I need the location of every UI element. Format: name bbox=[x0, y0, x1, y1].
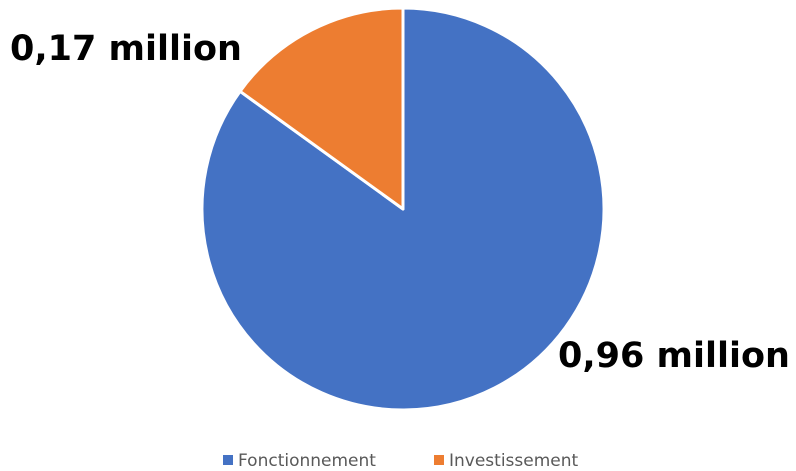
legend-label-investissement: Investissement bbox=[449, 451, 579, 471]
legend-swatch-fonctionnement bbox=[223, 455, 233, 465]
data-label-investissement: 0,17 million bbox=[10, 29, 242, 69]
legend: Fonctionnement Investissement bbox=[223, 451, 579, 471]
data-label-fonctionnement: 0,96 million bbox=[558, 336, 790, 376]
legend-swatch-investissement bbox=[434, 455, 444, 465]
legend-label-fonctionnement: Fonctionnement bbox=[238, 451, 376, 471]
pie-slices bbox=[200, 6, 606, 412]
pie-slice-investissement bbox=[238, 6, 405, 211]
